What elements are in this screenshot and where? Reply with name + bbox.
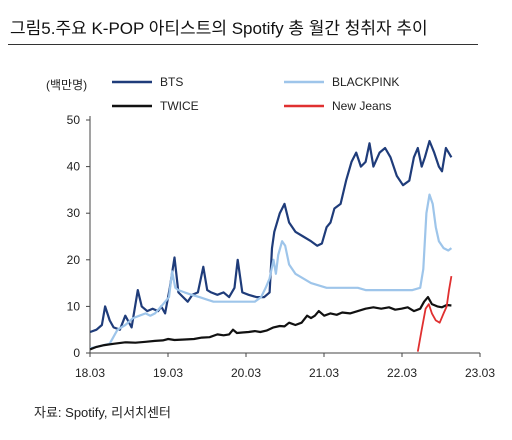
series-line-new-jeans	[416, 275, 453, 352]
x-tick-label: 20.03	[231, 366, 261, 380]
source-note: 자료: Spotify, 리서치센터	[34, 405, 171, 420]
x-tick-label: 23.03	[465, 366, 495, 380]
title-underline	[8, 44, 478, 45]
y-tick-label: 40	[67, 160, 81, 174]
legend-label-twice: TWICE	[160, 99, 199, 113]
series-line-bts	[89, 139, 453, 334]
legend-label-bts: BTS	[160, 75, 183, 89]
legend-label-blackpink: BLACKPINK	[332, 75, 399, 89]
series-line-twice	[89, 296, 452, 351]
chart-title: 그림5.주요 K-POP 아티스트의 Spotify 총 월간 청취자 추이	[10, 19, 428, 38]
x-tick-label: 18.03	[75, 366, 105, 380]
y-tick-label: 50	[67, 113, 81, 127]
legend-label-new-jeans: New Jeans	[332, 99, 391, 113]
y-unit-label: (백만명)	[46, 78, 88, 92]
x-tick-label: 21.03	[309, 366, 339, 380]
x-tick-label: 22.03	[387, 366, 417, 380]
series-line-blackpink	[89, 193, 453, 350]
y-tick-label: 30	[67, 206, 81, 220]
y-tick-label: 10	[67, 299, 81, 313]
y-tick-label: 0	[73, 346, 80, 360]
y-tick-label: 20	[67, 253, 81, 267]
x-tick-label: 19.03	[153, 366, 183, 380]
